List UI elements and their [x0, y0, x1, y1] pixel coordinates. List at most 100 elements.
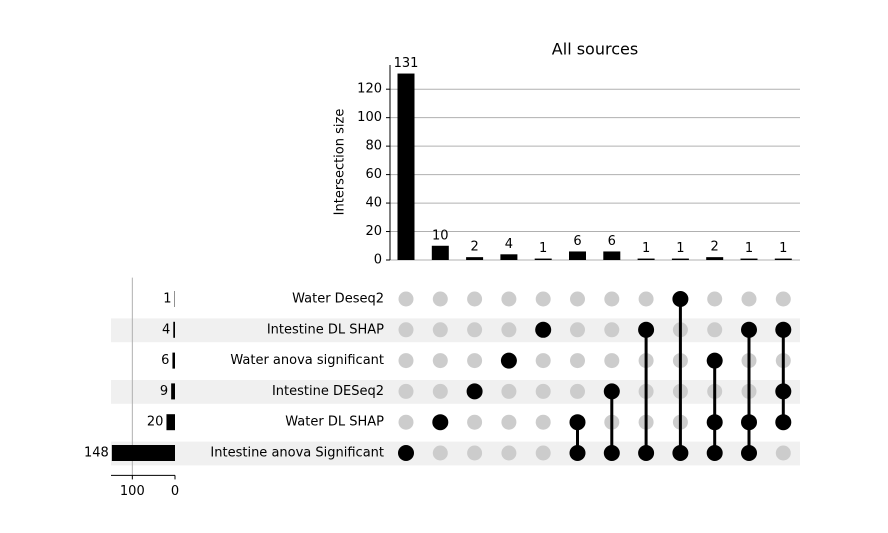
active-dot	[500, 352, 517, 369]
set-size-bar	[173, 321, 175, 338]
inactive-dot	[535, 291, 551, 307]
inactive-dot	[398, 414, 414, 430]
row-stripe	[111, 318, 800, 343]
set-size-label: 4	[162, 322, 170, 337]
value-label: 1	[642, 241, 650, 256]
set-size-label: 1	[163, 292, 171, 307]
y-tick-label: 40	[365, 196, 382, 211]
active-dot	[535, 321, 552, 338]
x-tick-label: 0	[171, 484, 179, 499]
inactive-dot	[501, 322, 517, 338]
inactive-dot	[398, 353, 414, 369]
intersection-bar	[774, 258, 792, 260]
set-size-bar	[111, 445, 175, 461]
y-tick-label: 80	[365, 139, 382, 154]
active-dot	[569, 445, 586, 461]
intersection-bar	[534, 258, 552, 260]
intersection-bar	[740, 258, 758, 260]
active-dot	[775, 321, 792, 338]
set-size-bar	[172, 352, 175, 369]
value-label: 2	[470, 240, 478, 255]
inactive-dot	[638, 291, 654, 307]
y-tick-label: 20	[365, 224, 382, 239]
value-label: 10	[432, 228, 449, 243]
inactive-dot	[467, 291, 483, 307]
inactive-dot	[741, 291, 757, 307]
value-label: 4	[505, 237, 513, 252]
inactive-dot	[432, 445, 448, 461]
active-dot	[741, 445, 757, 461]
inactive-dot	[570, 291, 585, 307]
chart-title: All sources	[552, 40, 638, 59]
inactive-dot	[707, 322, 723, 338]
value-label: 1	[676, 241, 684, 256]
y-tick-label: 60	[365, 167, 382, 182]
intersection-bar	[431, 245, 449, 260]
y-tick-label: 0	[374, 253, 382, 268]
inactive-dot	[398, 291, 414, 307]
set-name: Intestine DL SHAP	[267, 322, 384, 337]
inactive-dot	[501, 383, 517, 399]
inactive-dot	[535, 414, 551, 430]
inactive-dot	[432, 383, 448, 399]
active-dot	[706, 445, 723, 461]
intersection-bar	[671, 258, 689, 260]
set-size-label: 9	[160, 384, 168, 399]
active-dot	[741, 321, 757, 338]
intersection-bar	[500, 254, 518, 260]
intersection-bar	[466, 257, 484, 260]
active-dot	[603, 445, 620, 461]
inactive-dot	[501, 414, 517, 430]
set-name: Intestine anova Significant	[210, 446, 384, 461]
value-label: 6	[573, 234, 581, 249]
value-label: 131	[394, 56, 419, 71]
inactive-dot	[570, 383, 585, 399]
inactive-dot	[570, 322, 585, 338]
inactive-dot	[432, 322, 448, 338]
inactive-dot	[467, 445, 483, 461]
active-dot	[466, 383, 483, 400]
active-dot	[398, 445, 414, 461]
inactive-dot	[501, 445, 517, 461]
active-dot	[432, 414, 449, 431]
active-dot	[706, 414, 723, 431]
active-dot	[569, 414, 586, 431]
inactive-dot	[604, 291, 620, 307]
set-size-bar	[166, 414, 175, 431]
y-tick-label: 120	[357, 82, 382, 97]
inactive-dot	[432, 291, 448, 307]
value-label: 1	[745, 241, 753, 256]
inactive-dot	[398, 322, 414, 338]
active-dot	[638, 321, 655, 338]
intersection-bar	[637, 258, 655, 260]
row-stripe	[111, 380, 800, 404]
inactive-dot	[467, 414, 483, 430]
x-tick-label: 100	[120, 484, 145, 499]
y-axis-label: Intersection size	[333, 109, 348, 216]
set-name: Water anova significant	[230, 353, 384, 368]
value-label: 2	[711, 240, 719, 255]
set-size-label: 6	[161, 353, 169, 368]
active-dot	[672, 445, 689, 461]
inactive-dot	[604, 322, 620, 338]
active-dot	[775, 383, 792, 400]
value-label: 1	[539, 241, 547, 256]
intersection-bar	[569, 251, 586, 260]
set-name: Water DL SHAP	[285, 415, 384, 430]
inactive-dot	[467, 353, 483, 369]
active-dot	[638, 445, 655, 461]
value-label: 1	[779, 241, 787, 256]
intersection-bar	[397, 73, 415, 260]
active-dot	[672, 291, 689, 307]
set-size-label: 20	[147, 415, 164, 430]
inactive-dot	[535, 383, 551, 399]
active-dot	[603, 383, 620, 400]
intersection-bar	[706, 257, 724, 260]
set-name: Water Deseq2	[292, 292, 384, 307]
inactive-dot	[432, 353, 448, 369]
inactive-dot	[467, 322, 483, 338]
inactive-dot	[604, 353, 620, 369]
set-size-label: 148	[84, 446, 109, 461]
